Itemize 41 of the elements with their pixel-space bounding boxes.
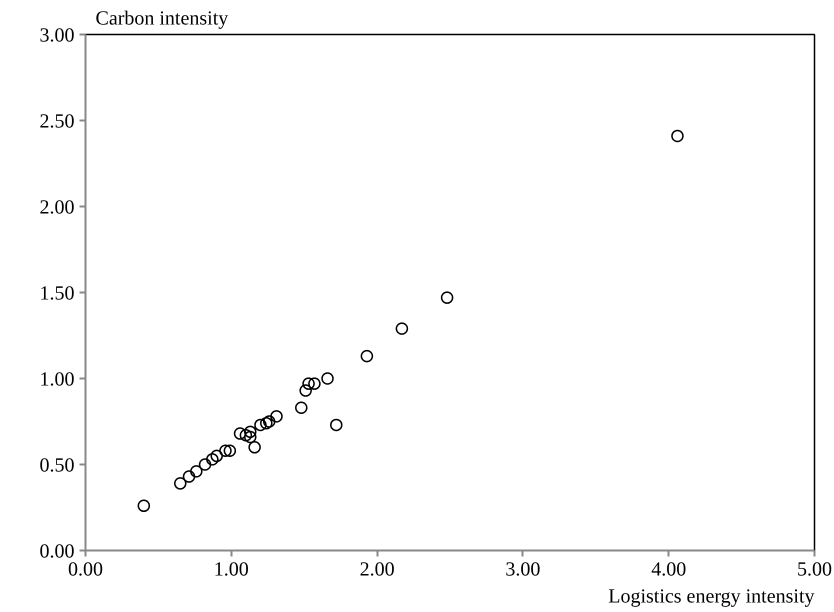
y-tick-label: 1.00 bbox=[40, 368, 74, 390]
point bbox=[671, 130, 684, 142]
x-axis-title: Logistics energy intensity bbox=[608, 586, 815, 608]
point bbox=[308, 377, 321, 390]
point bbox=[396, 322, 408, 335]
x-tick-label: 4.00 bbox=[651, 558, 686, 580]
point bbox=[321, 372, 334, 385]
y-tick-label: 2.50 bbox=[40, 110, 74, 132]
point bbox=[244, 426, 257, 438]
point bbox=[260, 416, 273, 430]
point bbox=[198, 458, 212, 471]
point bbox=[219, 444, 232, 457]
point bbox=[240, 429, 252, 442]
point bbox=[244, 430, 257, 444]
y-tick-label: 2.00 bbox=[40, 196, 74, 218]
x-tick-label: 5.00 bbox=[797, 558, 832, 580]
point bbox=[302, 377, 315, 390]
point bbox=[174, 477, 187, 490]
point bbox=[440, 291, 454, 304]
y-tick-label: 1.50 bbox=[40, 282, 74, 304]
point bbox=[224, 444, 236, 457]
point bbox=[182, 470, 196, 483]
point bbox=[210, 450, 223, 462]
point bbox=[248, 441, 261, 454]
point bbox=[262, 415, 276, 428]
point bbox=[234, 427, 246, 440]
point bbox=[299, 384, 312, 397]
point bbox=[138, 500, 150, 512]
x-tick-label: 1.00 bbox=[214, 558, 249, 580]
point bbox=[254, 418, 267, 432]
y-tick-label: 3.00 bbox=[40, 24, 74, 46]
point bbox=[206, 453, 219, 466]
point bbox=[295, 402, 308, 414]
x-tick-label: 2.00 bbox=[360, 558, 395, 580]
y-tick-label: 0.50 bbox=[40, 454, 74, 476]
x-tick-label: 3.00 bbox=[505, 558, 540, 580]
point bbox=[190, 465, 203, 478]
point bbox=[270, 410, 283, 423]
point bbox=[360, 350, 374, 362]
y-axis-title: Carbon intensity bbox=[96, 8, 228, 30]
point bbox=[330, 418, 343, 432]
